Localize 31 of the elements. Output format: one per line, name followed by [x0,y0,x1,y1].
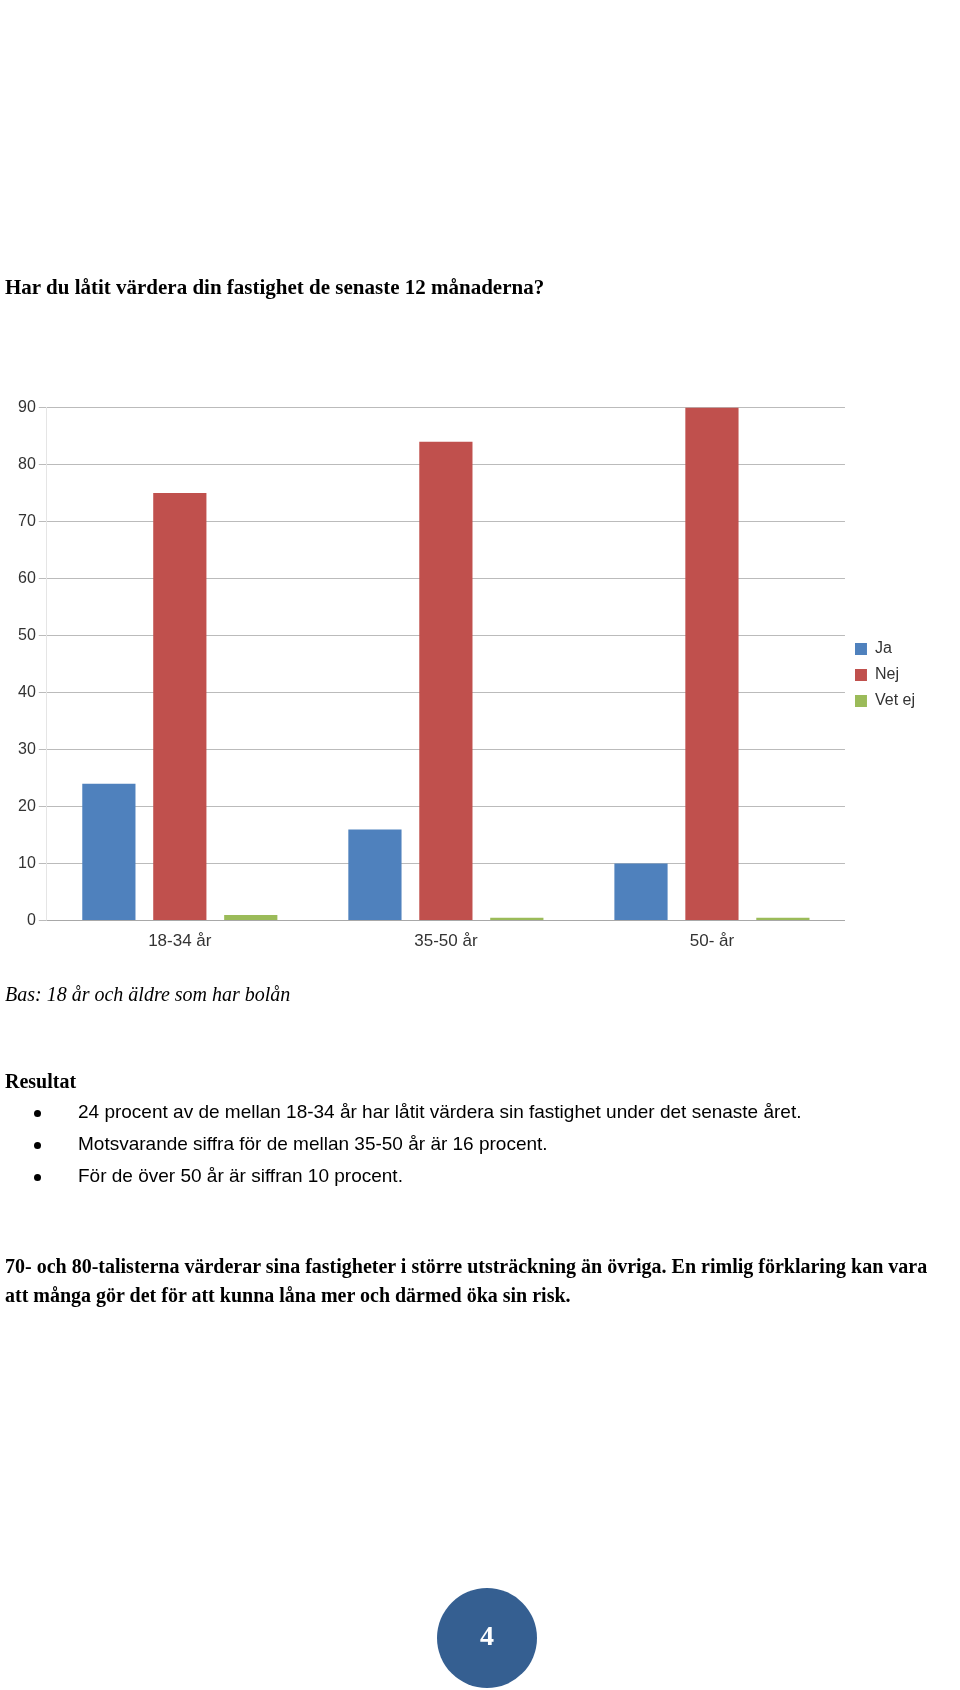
bar [419,441,473,921]
y-tick-label: 10 [18,854,36,872]
bar [614,863,668,921]
y-tick-label: 30 [18,740,36,758]
x-tick-label: 18-34 år [148,931,212,951]
y-tick-label: 50 [18,626,36,644]
legend-label: Nej [874,665,899,683]
y-tick-label: 80 [18,455,36,473]
y-tick-label: 60 [18,569,36,587]
text: Bas: 18 år och äldre som har bolån [5,983,292,1006]
chart-title: Har du låtit värdera din fastighet de senaste 12 månaderna? [5,275,545,300]
legend-label: Ja [874,639,892,657]
y-tick-label: 40 [18,683,36,701]
text: 70- och 80-talisterna värderar sina fastigheter i större utsträckning än övriga. En rimlig förklaring kan vara att många gör det för att kunna låna mer och därmed öka sin risk. [5,1254,929,1309]
bar [153,493,207,921]
text: Motsvarande siffra för de mellan 35-50 år är 16 procent. [78,1133,549,1155]
bar [348,829,402,921]
y-tick-label: 20 [18,797,36,815]
text: 4 [479,1620,495,1652]
bar [685,407,739,921]
y-tick-label: 0 [26,911,36,929]
x-tick-label: 35-50 år [414,931,478,951]
bar [82,783,136,921]
y-tick-label: 70 [18,512,36,530]
text: 24 procent av de mellan 18-34 år har låtit värdera sin fastighet under det senaste året. [78,1101,803,1123]
legend-label: Vet ej [874,691,915,709]
text: Resultat [5,1070,78,1093]
y-tick-label: 90 [18,398,36,416]
x-tick-label: 50- år [689,931,735,951]
bar [224,914,278,921]
text: För de över 50 år är siffran 10 procent. [78,1165,404,1187]
